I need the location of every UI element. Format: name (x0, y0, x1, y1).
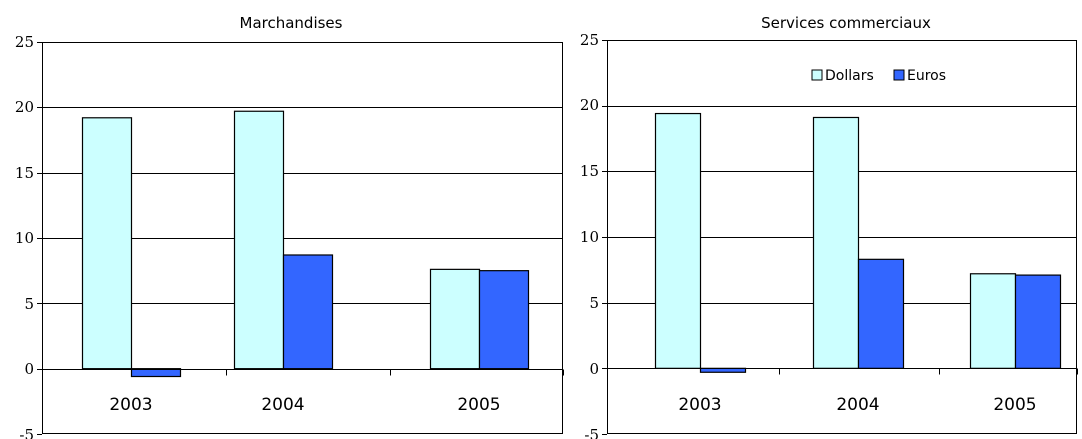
y-tick-label: 20 (15, 98, 34, 116)
plot-area (37, 42, 564, 435)
bar-dollars-2004 (233, 110, 285, 370)
bar-euros-2005 (478, 270, 530, 370)
y-tick-label: 20 (580, 96, 599, 114)
chart-services-commerciaux: Services commerciaux 25 20 15 10 5 0 -5 … (580, 14, 1078, 439)
legend-label-euros: Euros (907, 68, 946, 84)
y-tick-label: 15 (580, 162, 599, 180)
y-tick-label: 5 (589, 294, 599, 312)
y-tick-label: 0 (24, 360, 34, 378)
y-tick-label: -5 (19, 426, 34, 439)
bar-euros-2004 (857, 258, 905, 369)
plot-frame (607, 40, 1077, 434)
y-tick-labels: 25 20 15 10 5 0 -5 (15, 33, 34, 439)
plot-frame (42, 42, 563, 434)
chart-marchandises: Marchandises 25 20 15 10 5 0 -5 2003 200… (15, 14, 564, 439)
plot-area (602, 40, 1078, 435)
chart-title: Services commerciaux (761, 14, 931, 32)
x-tick-labels: 2003 2004 2005 (678, 395, 1036, 415)
y-tick-label: 15 (15, 164, 34, 182)
x-tick-label: 2004 (261, 395, 304, 415)
legend-label-dollars: Dollars (825, 68, 874, 84)
y-tick-label: -5 (584, 426, 599, 439)
x-tick-label: 2003 (678, 395, 721, 415)
y-tick-label: 10 (15, 229, 34, 247)
bar-euros-2004 (282, 254, 334, 370)
legend-swatch-euros (893, 69, 905, 81)
y-tick-labels: 25 20 15 10 5 0 -5 (580, 31, 599, 439)
x-tick-label: 2005 (457, 395, 500, 415)
bar-dollars-2004 (812, 116, 860, 369)
x-tick-label: 2005 (993, 395, 1036, 415)
y-tick-label: 0 (589, 360, 599, 378)
y-tick-label: 10 (580, 228, 599, 246)
legend-swatch-dollars (811, 69, 823, 81)
bar-dollars-2005 (429, 268, 481, 370)
bar-euros-2005 (1014, 274, 1062, 369)
x-tick-label: 2003 (109, 395, 152, 415)
bar-dollars-2003 (654, 112, 702, 369)
legend: Dollars Euros (811, 68, 946, 84)
x-tick-labels: 2003 2004 2005 (109, 395, 500, 415)
y-tick-label: 25 (15, 33, 34, 51)
y-tick-label: 5 (24, 295, 34, 313)
bar-euros-2003 (130, 368, 182, 378)
chart-title: Marchandises (240, 14, 343, 32)
y-tick-label: 25 (580, 31, 599, 49)
bar-dollars-2003 (81, 117, 133, 370)
x-tick-label: 2004 (836, 395, 879, 415)
bar-dollars-2005 (969, 273, 1017, 369)
